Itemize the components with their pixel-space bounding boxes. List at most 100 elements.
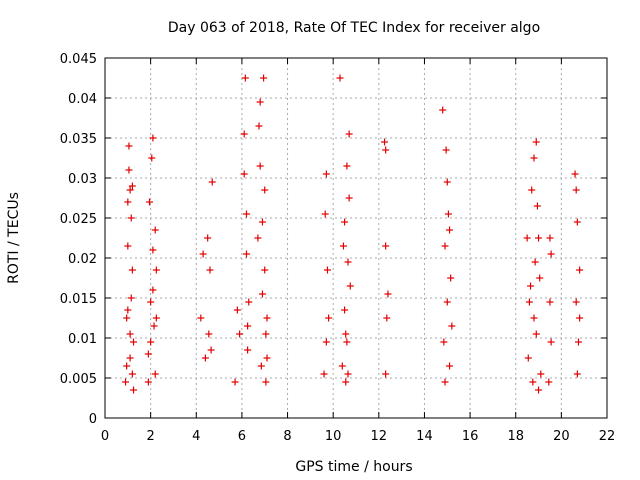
data-point	[242, 210, 250, 218]
data-point	[130, 386, 138, 394]
data-point	[144, 378, 152, 386]
data-point	[150, 322, 158, 330]
chart-title: Day 063 of 2018, Rate Of TEC Index for r…	[168, 20, 540, 36]
data-point	[446, 226, 454, 234]
x-tick-label: 12	[371, 429, 388, 444]
data-point	[323, 266, 331, 274]
data-point	[124, 242, 132, 250]
data-point	[322, 170, 330, 178]
data-point	[383, 314, 391, 322]
data-point	[321, 210, 329, 218]
data-point	[530, 154, 538, 162]
data-point	[263, 314, 271, 322]
data-point	[260, 74, 268, 82]
data-point	[443, 178, 451, 186]
data-point	[536, 274, 544, 282]
y-tick-label: 0.04	[68, 92, 97, 107]
data-point	[241, 74, 249, 82]
data-point	[345, 194, 353, 202]
x-tick-labels: 0 2 4 6 8 10 12 14 16 18 20 22	[101, 429, 615, 444]
data-point	[440, 338, 448, 346]
data-point	[204, 234, 212, 242]
data-point	[529, 378, 537, 386]
data-point	[207, 346, 215, 354]
data-point	[573, 218, 581, 226]
data-point	[145, 198, 153, 206]
y-tick-label: 0.02	[68, 252, 97, 267]
data-point	[343, 162, 351, 170]
data-point	[201, 354, 209, 362]
data-point	[441, 242, 449, 250]
data-point	[126, 354, 134, 362]
data-point	[546, 234, 554, 242]
data-point	[442, 146, 450, 154]
data-point	[240, 170, 248, 178]
data-point	[123, 314, 131, 322]
x-tick-label: 22	[599, 429, 616, 444]
data-point	[346, 282, 354, 290]
y-tick-label: 0.035	[60, 132, 97, 147]
data-point	[531, 258, 539, 266]
data-point	[381, 138, 389, 146]
data-point	[325, 314, 333, 322]
data-point	[447, 274, 455, 282]
data-point	[545, 378, 553, 386]
data-point	[128, 266, 136, 274]
y-tick-label: 0.03	[68, 172, 97, 187]
data-point	[149, 286, 157, 294]
data-point	[444, 210, 452, 218]
data-point	[147, 338, 155, 346]
data-point	[338, 362, 346, 370]
x-tick-label: 10	[325, 429, 342, 444]
data-point	[244, 346, 252, 354]
data-point	[524, 354, 532, 362]
data-point	[344, 258, 352, 266]
x-tick-label: 0	[101, 429, 109, 444]
x-axis-label: GPS time / hours	[295, 459, 412, 475]
points-layer	[122, 74, 584, 394]
data-point	[125, 166, 133, 174]
data-point	[124, 198, 132, 206]
data-point	[343, 338, 351, 346]
data-point	[576, 266, 584, 274]
data-point	[242, 250, 250, 258]
data-point	[384, 290, 392, 298]
data-point	[535, 386, 543, 394]
data-point	[446, 362, 454, 370]
data-point	[448, 322, 456, 330]
data-point	[144, 350, 152, 358]
data-point	[547, 250, 555, 258]
y-tick-label: 0.015	[60, 292, 97, 307]
y-tick-label: 0.025	[60, 212, 97, 227]
data-point	[244, 322, 252, 330]
data-point	[525, 298, 533, 306]
x-tick-label: 8	[283, 429, 291, 444]
data-point	[258, 218, 266, 226]
data-point	[205, 330, 213, 338]
data-point	[342, 378, 350, 386]
data-point	[322, 338, 330, 346]
data-point	[124, 306, 132, 314]
data-point	[576, 314, 584, 322]
data-point	[255, 122, 263, 130]
data-point	[341, 306, 349, 314]
data-point	[441, 378, 449, 386]
data-point	[523, 234, 531, 242]
grid	[105, 58, 607, 418]
x-tick-label: 20	[553, 429, 570, 444]
data-point	[152, 314, 160, 322]
x-tick-label: 4	[192, 429, 200, 444]
data-point	[341, 218, 349, 226]
data-point	[257, 362, 265, 370]
data-point	[128, 182, 136, 190]
data-point	[571, 170, 579, 178]
data-point	[532, 330, 540, 338]
data-point	[130, 338, 138, 346]
data-point	[261, 186, 269, 194]
data-point	[147, 298, 155, 306]
data-point	[126, 186, 134, 194]
data-point	[547, 338, 555, 346]
plot-frame	[104, 57, 608, 419]
data-point	[382, 242, 390, 250]
